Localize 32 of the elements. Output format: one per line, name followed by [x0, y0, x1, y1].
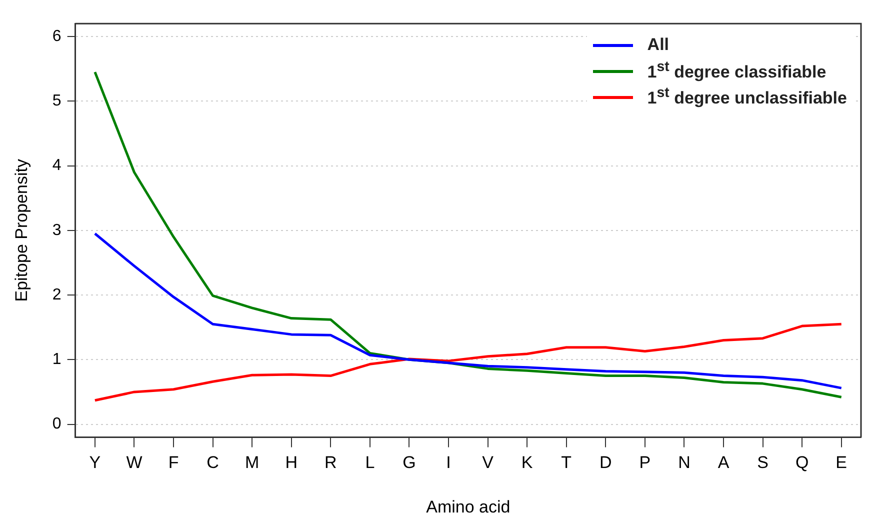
x-tick-label: P — [639, 453, 651, 472]
y-tick-label: 0 — [52, 416, 62, 433]
x-tick-label: G — [402, 453, 416, 472]
y-tick-label: 1 — [52, 351, 62, 368]
y-tick-label: 4 — [52, 157, 62, 174]
y-tick-label: 5 — [52, 92, 62, 110]
x-tick-label: W — [126, 453, 142, 472]
y-tick-label: 2 — [52, 286, 62, 304]
x-tick-label: Y — [89, 453, 101, 472]
y-axis-title: Epitope Propensity — [12, 158, 31, 302]
x-axis-title: Amino acid — [426, 497, 510, 516]
x-tick-label: L — [365, 453, 375, 472]
legend-label: All — [647, 35, 670, 55]
x-tick-label: E — [836, 453, 848, 472]
x-tick-label: A — [718, 453, 730, 472]
x-tick-label: R — [324, 453, 337, 472]
x-tick-label: Q — [795, 453, 809, 472]
legend-label: 1$^{st}$ degree classifiable — [647, 59, 826, 83]
x-tick-label: V — [482, 453, 494, 472]
x-tick-label: D — [600, 453, 612, 472]
x-tick-label: F — [168, 453, 179, 472]
x-tick-label: C — [206, 453, 219, 472]
x-tick-label: S — [757, 453, 768, 472]
x-tick-label: H — [285, 453, 298, 472]
y-tick-label: 3 — [52, 222, 62, 239]
x-tick-label: N — [678, 453, 690, 472]
x-tick-label: T — [561, 453, 572, 472]
legend-label: 1$^{st}$ degree unclassifiable — [647, 85, 847, 109]
x-tick-label: M — [244, 453, 260, 472]
x-tick-label: K — [521, 453, 534, 472]
x-tick-label: I — [446, 453, 451, 472]
y-tick-label: 6 — [52, 28, 62, 45]
